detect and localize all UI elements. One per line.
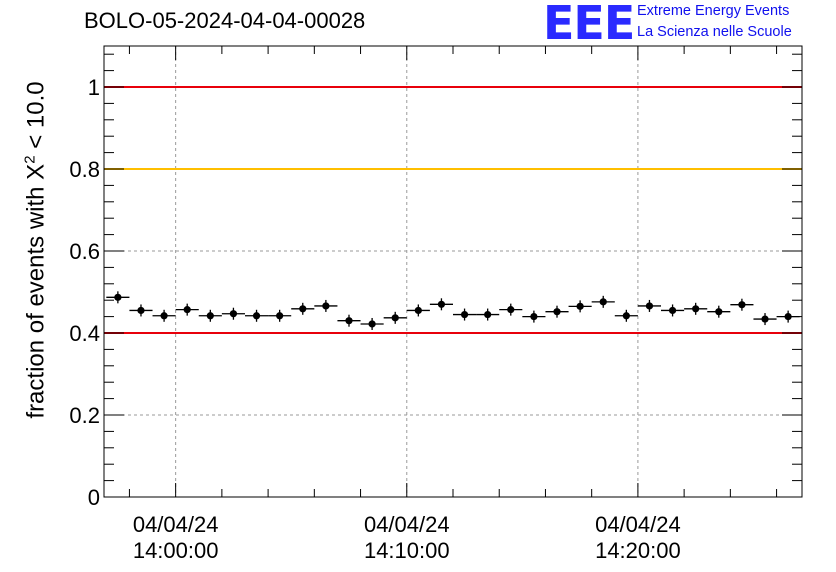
data-marker: [137, 306, 145, 315]
data-marker: [322, 302, 330, 310]
data-point: [429, 298, 453, 311]
data-marker: [276, 312, 284, 320]
y-axis-title-tail: < 10.0: [22, 81, 50, 156]
plot-frame: [103, 45, 803, 498]
data-point: [522, 310, 546, 323]
data-point: [661, 304, 685, 317]
data-marker: [622, 312, 630, 320]
data-point: [730, 298, 754, 311]
x-tick-label-date: 04/04/24: [595, 512, 681, 537]
data-point: [129, 304, 153, 317]
data-marker: [599, 298, 607, 306]
data-point: [383, 311, 407, 324]
data-point: [707, 305, 731, 318]
data-marker: [668, 306, 677, 315]
data-point: [406, 304, 430, 317]
x-tick-label-date: 04/04/24: [364, 512, 450, 537]
logo-text-line2: La Scienza nelle Scuole: [637, 24, 792, 40]
y-tick-label: 0: [88, 485, 100, 510]
data-point: [637, 299, 662, 312]
y-axis-title-main: fraction of events with Χ: [22, 163, 50, 419]
y-tick-label: 0.6: [69, 239, 100, 264]
data-marker: [391, 314, 399, 322]
x-tick-label-time: 14:00:00: [133, 538, 219, 563]
reference-lines: [104, 86, 802, 334]
data-point: [198, 309, 222, 322]
x-tick-label-date: 04/04/24: [133, 512, 219, 537]
data-point: [175, 303, 199, 316]
data-point: [244, 309, 269, 322]
data-marker: [460, 310, 469, 319]
data-point: [221, 307, 245, 320]
data-marker: [183, 306, 191, 314]
data-marker: [484, 310, 492, 319]
data-marker: [645, 302, 654, 310]
data-marker: [252, 312, 261, 320]
data-point: [753, 313, 777, 326]
data-point: [106, 291, 130, 304]
data-point: [684, 302, 708, 315]
data-marker: [229, 310, 238, 318]
grid-lines: [104, 46, 802, 497]
data-marker: [507, 306, 515, 314]
data-point: [152, 309, 176, 322]
x-tick-label-time: 14:10:00: [364, 538, 450, 563]
eee-logo: EEE: [543, 0, 635, 50]
data-marker: [738, 301, 746, 309]
data-point: [591, 295, 615, 308]
data-point: [314, 299, 338, 312]
data-marker: [368, 320, 376, 328]
data-marker: [715, 308, 723, 316]
data-marker: [553, 308, 561, 316]
data-marker: [761, 315, 769, 323]
data-marker: [692, 305, 700, 313]
data-marker: [206, 312, 214, 320]
data-marker: [530, 313, 538, 321]
data-marker: [576, 302, 584, 310]
axes-ticks: 00.20.40.60.8104/04/2414:00:0004/04/2414…: [69, 46, 802, 563]
data-point: [545, 305, 569, 318]
y-tick-label: 0.8: [69, 157, 100, 182]
data-point: [614, 309, 638, 322]
data-points: [106, 291, 800, 330]
y-axis-title-superscript: 2: [21, 155, 39, 164]
data-marker: [345, 317, 353, 325]
y-tick-label: 0.4: [69, 321, 100, 346]
data-point: [337, 314, 361, 327]
y-tick-label: 1: [88, 75, 100, 100]
data-point: [499, 303, 523, 316]
data-point: [268, 309, 292, 322]
chart-title: BOLO-05-2024-04-04-00028: [84, 8, 366, 33]
data-marker: [114, 293, 122, 301]
y-axis-title: fraction of events with Χ2 < 10.0: [22, 81, 51, 418]
logo-text-line1: Extreme Energy Events: [637, 3, 790, 19]
x-tick-label-time: 14:20:00: [595, 538, 681, 563]
data-marker: [437, 300, 446, 308]
y-tick-label: 0.2: [69, 403, 100, 428]
data-point: [360, 317, 384, 330]
data-point: [476, 308, 500, 321]
data-marker: [784, 313, 792, 321]
data-point: [291, 302, 315, 315]
data-marker: [160, 312, 168, 320]
data-marker: [299, 305, 307, 313]
data-point: [568, 300, 592, 313]
data-marker: [414, 306, 422, 315]
data-point: [453, 308, 477, 321]
